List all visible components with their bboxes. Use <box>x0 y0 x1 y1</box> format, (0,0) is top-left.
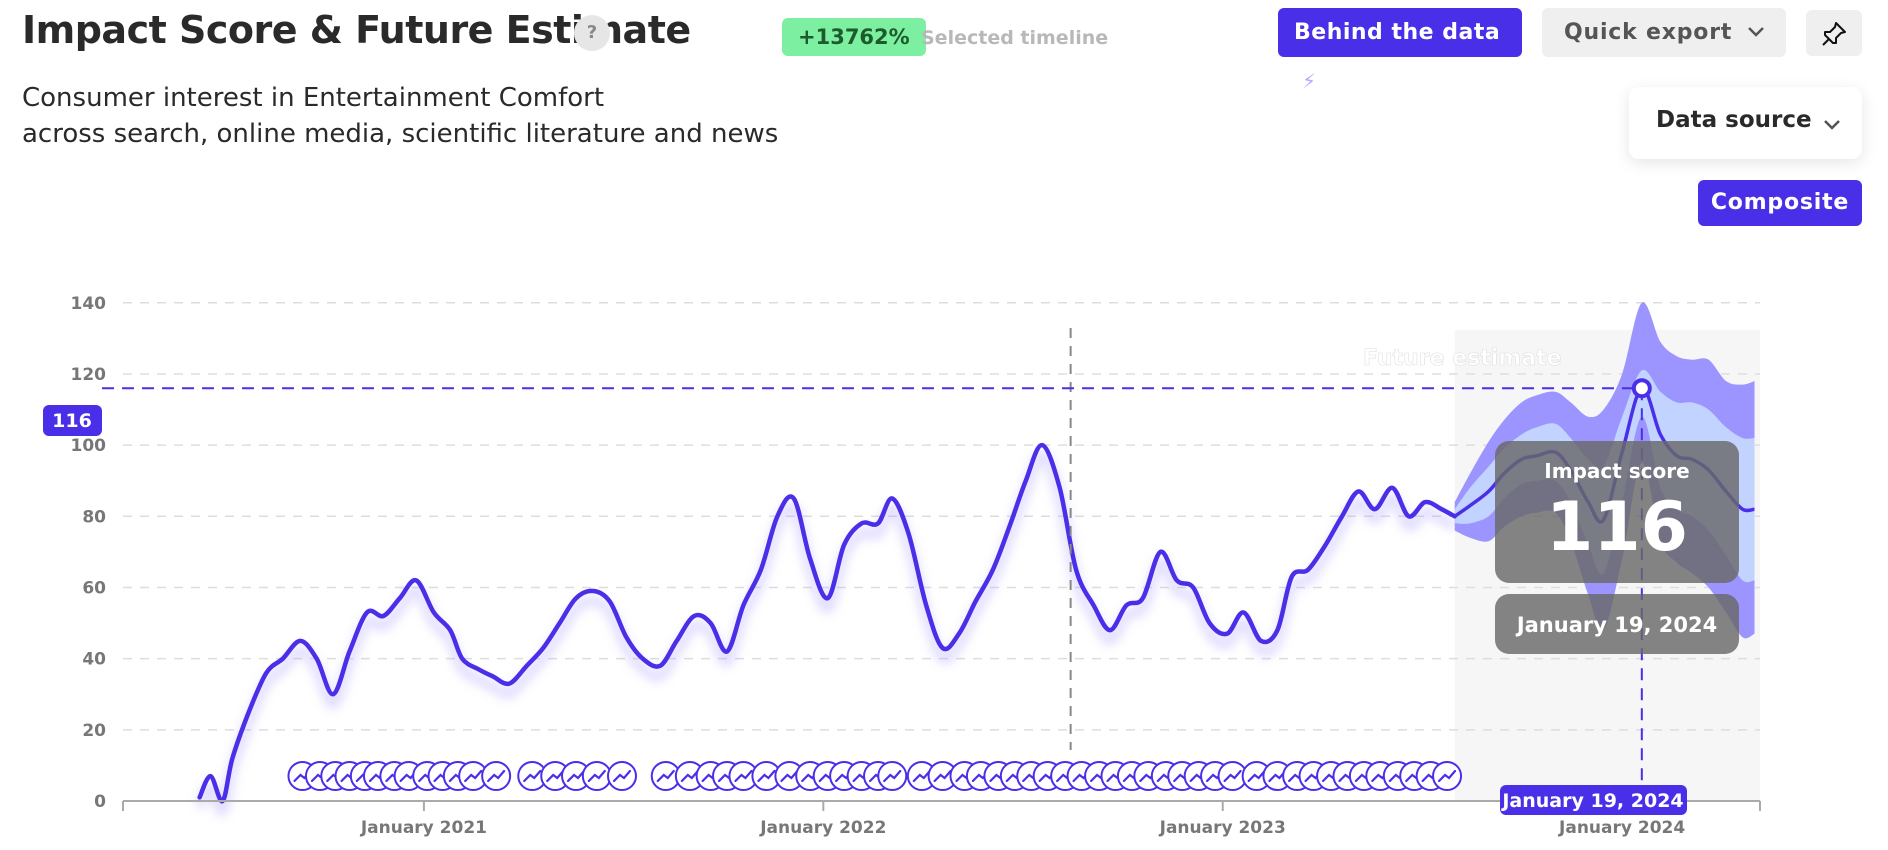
data-source-dropdown[interactable]: Data source <box>1629 87 1862 159</box>
pin-button[interactable] <box>1806 10 1862 56</box>
event-marker-arrow <box>487 769 506 783</box>
trend-arrow-icon <box>481 761 512 791</box>
x-tick-label: January 2023 <box>1159 818 1286 838</box>
event-marker-arrow <box>566 769 586 783</box>
composite-button[interactable]: Composite <box>1698 180 1862 226</box>
y-tick-label: 120 <box>71 365 107 385</box>
event-marker-arrow <box>912 769 931 783</box>
pin-icon <box>1820 19 1848 47</box>
trend-arrow-icon <box>1432 761 1463 791</box>
event-marker-arrow <box>1223 769 1242 783</box>
y-tick-label: 60 <box>82 578 106 598</box>
behind-the-data-button[interactable]: Behind the data ⚡ <box>1278 8 1522 93</box>
x-tick-label: January 2021 <box>360 818 487 838</box>
trend-arrow-icon <box>581 761 612 791</box>
crosshair-y-label-box <box>43 405 102 436</box>
crosshair-x-label-box <box>1500 785 1687 815</box>
y-tick-label: 100 <box>71 436 107 456</box>
change-badge: +13762% <box>782 18 926 56</box>
trend-arrow-icon <box>606 761 637 791</box>
subtitle-line-1: Consumer interest in Entertainment Comfo… <box>22 83 605 113</box>
event-marker-arrow <box>933 769 952 783</box>
trend-arrow-icon <box>751 761 782 791</box>
tooltip-date: January 19, 2024 <box>1515 613 1717 637</box>
future-estimate-label: Future estimate <box>1363 346 1561 371</box>
data-source-label: Data source <box>1656 107 1812 133</box>
x-tick-label: January 2024 <box>1558 818 1685 838</box>
event-marker-arrow <box>883 769 902 783</box>
y-tick-label: 40 <box>82 650 106 670</box>
event-marker-arrow <box>523 769 542 783</box>
event-marker-arrow <box>1437 769 1457 783</box>
trend-arrow-icon <box>540 761 571 791</box>
change-caption: Selected timeline <box>921 27 1109 49</box>
event-marker-arrow <box>757 769 776 783</box>
trend-arrow-icon <box>877 761 908 791</box>
event-marker-arrow <box>612 769 632 783</box>
behind-the-data-label: Behind the data <box>1294 20 1501 45</box>
tooltip-value: 116 <box>1546 488 1688 567</box>
tooltip-title: Impact score <box>1544 459 1689 483</box>
quick-export-label: Quick export <box>1564 20 1733 45</box>
selected-point <box>1631 378 1652 399</box>
event-marker-arrow <box>546 769 565 783</box>
x-tick-label: January 2022 <box>759 818 886 838</box>
event-marker-arrow <box>680 769 699 783</box>
event-marker-arrow <box>734 769 753 783</box>
subtitle: Consumer interest in Entertainment Comfo… <box>22 80 778 152</box>
y-tick-label: 140 <box>71 294 107 314</box>
crosshair-y-label: 116 <box>52 410 92 432</box>
lightning-bolt-icon: ⚡ <box>1302 69 1317 93</box>
quick-export-button[interactable]: Quick export <box>1542 8 1786 57</box>
y-tick-label: 80 <box>82 507 106 527</box>
tooltip-date-box <box>1495 594 1739 654</box>
history-line-glow <box>195 450 1458 817</box>
subtitle-line-2: across search, online media, scientific … <box>22 119 779 149</box>
event-marker-arrow <box>1247 769 1266 783</box>
chevron-down-icon <box>1746 8 1766 76</box>
y-tick-label: 0 <box>94 792 106 812</box>
chevron-down-icon <box>1822 109 1842 144</box>
tooltip-value-box <box>1495 441 1739 583</box>
event-marker-arrow <box>464 769 483 783</box>
history-line <box>197 442 1457 804</box>
trend-arrow-icon <box>927 761 958 791</box>
help-icon[interactable]: ? <box>574 15 610 51</box>
event-marker-arrow <box>780 769 799 783</box>
crosshair-x-label: January 19, 2024 <box>1500 790 1683 812</box>
y-tick-label: 20 <box>82 721 106 741</box>
event-marker-arrow <box>587 769 606 783</box>
trend-arrow-icon <box>674 761 705 791</box>
event-marker-arrow <box>656 769 675 783</box>
